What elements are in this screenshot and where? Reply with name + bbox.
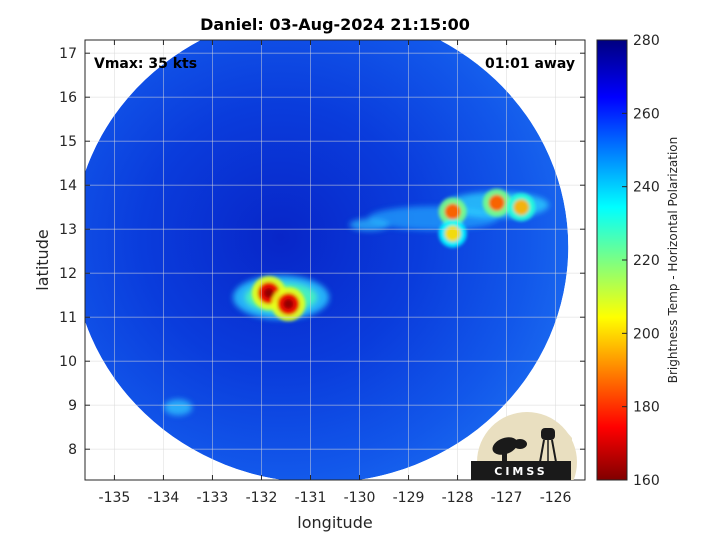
y-tick-label: 14 [59,178,77,194]
y-tick-label: 8 [68,442,77,458]
x-tick-label: -134 [148,490,180,506]
logo-text: CIMSS [494,465,547,478]
colorbar-ticks: 160 180 200 220 240 260 280 [622,33,660,489]
y-tick-label: 16 [59,90,77,106]
feature-band-a [438,197,467,226]
feature-band-c [438,219,467,248]
satellite-dish-icon [492,437,527,462]
vmax-annotation: Vmax: 35 kts [94,56,197,72]
grid-lines [85,40,585,480]
colorbar-tick-label: 280 [633,33,660,49]
y-tick-label: 10 [59,354,77,370]
x-tick-label: -130 [344,490,376,506]
microwave-swath [85,40,569,480]
y-ticks: 8 9 10 11 12 13 14 15 16 17 [59,46,585,458]
x-tick-label: -128 [442,490,474,506]
y-tick-label: 17 [59,46,77,62]
x-ticks: -135 -134 -133 -132 -131 -130 -129 -128 -127 -126 [99,40,572,506]
colorbar-tick-label: 180 [633,400,660,416]
colorbar-label: Brightness Temp - Horizontal Polarizatio… [666,137,680,384]
colorbar-tick-label: 260 [633,106,660,122]
y-tick-label: 13 [59,222,77,238]
x-tick-label: -132 [246,490,278,506]
colorbar-tick-label: 220 [633,253,660,269]
y-axis-label: latitude [33,229,52,290]
y-tick-label: 11 [59,310,77,326]
chart-title: Daniel: 03-Aug-2024 21:15:00 [200,15,470,34]
water-tower-icon [539,428,557,463]
feature-band-d [507,193,536,222]
y-tick-label: 15 [59,134,77,150]
time-away-annotation: 01:01 away [485,56,575,72]
y-tick-label: 12 [59,266,77,282]
colorbar-tick-label: 200 [633,326,660,342]
cimss-logo: CIMSS [471,412,577,480]
x-tick-label: -135 [99,490,131,506]
x-tick-label: -127 [491,490,523,506]
feature-band-b [482,188,511,217]
feature-core-b [271,287,306,321]
colorbar-tick-label: 160 [633,473,660,489]
x-axis-label: longitude [297,513,372,532]
colorbar-tick-label: 240 [633,180,660,196]
axes-box [84,39,586,481]
x-tick-label: -129 [393,490,425,506]
y-tick-label: 9 [68,398,77,414]
x-tick-label: -133 [197,490,229,506]
x-tick-label: -126 [540,490,572,506]
x-tick-label: -131 [295,490,327,506]
